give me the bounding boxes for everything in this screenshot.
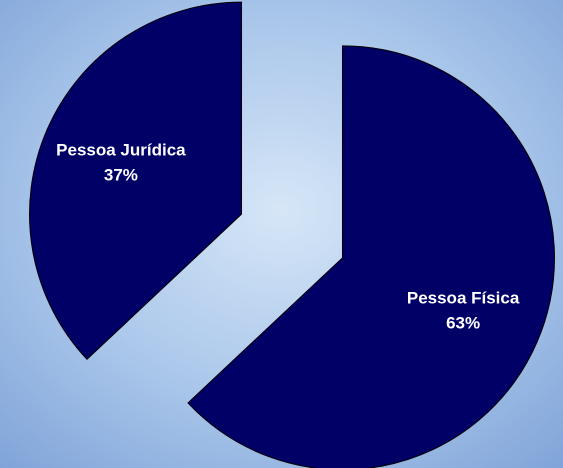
slice-label: Pessoa Física	[407, 289, 520, 308]
pie-slice	[187, 45, 555, 468]
slice-value-label: 37%	[104, 165, 138, 184]
pie-slice	[29, 1, 243, 360]
slice-label: Pessoa Jurídica	[56, 140, 186, 159]
slice-value-label: 63%	[446, 314, 480, 333]
